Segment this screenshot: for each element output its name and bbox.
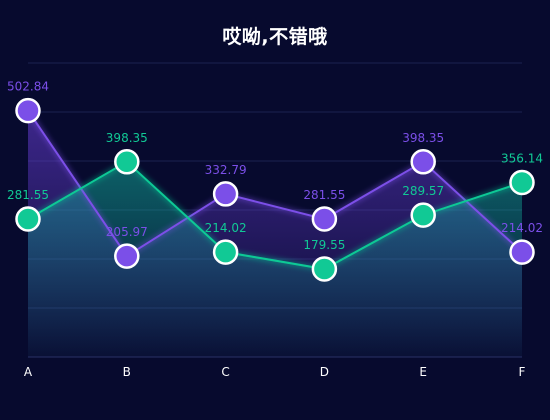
data-point[interactable] [212,181,239,207]
data-label: 205.97 [106,225,148,239]
series-areas [28,110,522,357]
x-axis: A B C D E F [24,356,526,379]
series-line [27,110,523,258]
data-label: 281.55 [303,188,345,202]
series-area [28,161,522,357]
data-label: 289.57 [402,184,444,198]
x-tick-label: C [221,365,229,379]
data-point[interactable] [15,206,41,232]
x-tick-label: B [123,365,131,379]
data-label: 214.02 [501,221,543,235]
data-point[interactable] [114,243,140,269]
series-line [27,160,523,271]
x-tick-label: E [419,365,427,379]
data-point[interactable] [311,206,338,232]
data-point[interactable] [410,149,436,175]
chart-title: 哎呦,不错哦 [222,26,328,48]
data-point[interactable] [114,149,140,175]
data-label: 332.79 [205,163,247,177]
data-point[interactable] [311,256,338,282]
x-tick-label: A [24,365,33,379]
data-point[interactable] [212,239,239,265]
data-points [15,97,535,282]
series-lines [27,110,523,271]
data-point[interactable] [15,97,41,124]
data-label: 281.55 [7,188,49,202]
data-label: 356.14 [501,151,543,165]
data-label: 214.02 [205,221,247,235]
data-label: 502.84 [7,80,49,94]
x-tick-label: F [519,365,526,379]
data-point[interactable] [509,239,535,265]
data-point[interactable] [410,202,436,228]
x-tick-label: D [320,365,329,379]
data-label: 179.55 [303,238,345,252]
data-point[interactable] [509,169,535,196]
data-labels: 502.84 205.97 332.79 281.55 398.35 214.02 281.… [7,80,543,252]
data-label: 398.35 [402,131,444,145]
data-label: 398.35 [106,131,148,145]
